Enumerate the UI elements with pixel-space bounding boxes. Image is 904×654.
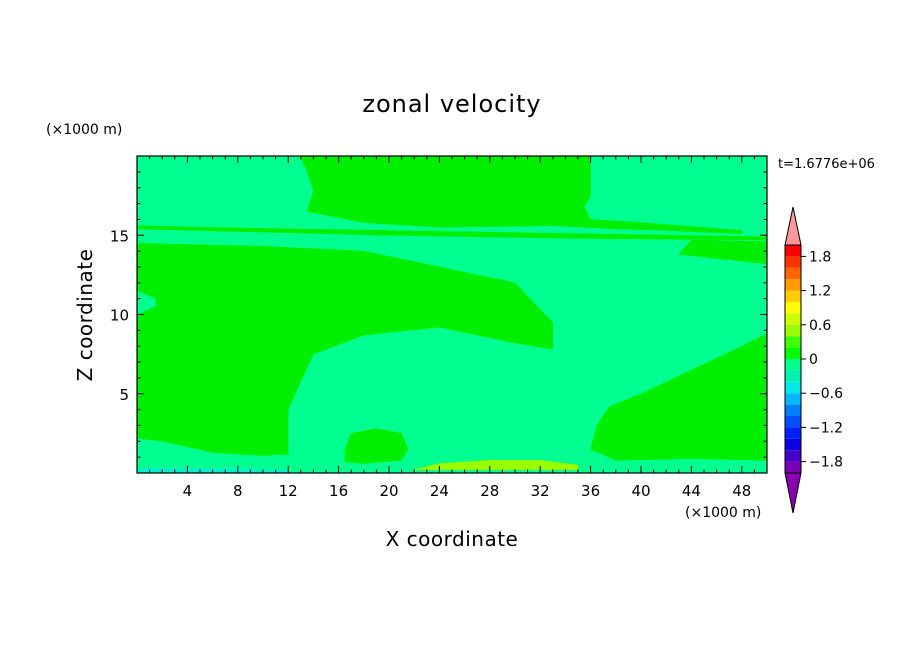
colorbar-swatch: [785, 336, 801, 348]
colorbar-swatch: [785, 393, 801, 405]
colorbar-swatch: [785, 313, 801, 325]
x-tick-label: 24: [430, 482, 449, 500]
colorbar-tick-label: 0: [809, 352, 818, 368]
x-tick-label: 20: [379, 482, 398, 500]
x-tick-label: 48: [732, 482, 751, 500]
y-tick-label: 15: [110, 227, 129, 245]
colorbar-tick-label: −1.2: [809, 420, 843, 436]
colorbar-swatch: [785, 347, 801, 359]
colorbar-over-arrow: [784, 206, 802, 246]
colorbar-tick-label: 1.2: [809, 284, 831, 300]
contour-region-2: [590, 333, 767, 461]
colorbar-swatch: [785, 427, 801, 439]
colorbar-swatch: [785, 256, 801, 268]
x-tick-label: 16: [329, 482, 348, 500]
x-tick-label: 28: [480, 482, 499, 500]
colorbar-swatch: [785, 404, 801, 416]
colorbar-swatch: [785, 438, 801, 451]
y-axis-label: Z coordinate: [73, 249, 97, 382]
contour-region-3: [344, 428, 409, 464]
colorbar-swatch: [785, 302, 801, 314]
colorbar-tick-label: 0.6: [809, 318, 831, 334]
contour-region-1: [137, 242, 554, 456]
colorbar: 1.8 1.2 0.6 0 −0.6 −1.2 −1.8: [784, 206, 843, 514]
x-tick-label: 12: [279, 482, 298, 500]
colorbar-swatch: [785, 245, 801, 257]
x-tick-label: 8: [233, 482, 243, 500]
time-label: t=1.6776e+06: [778, 157, 875, 172]
y-tick-label: 5: [119, 386, 129, 404]
colorbar-tick-label: 1.8: [809, 249, 831, 265]
colorbar-swatch: [785, 381, 801, 394]
colorbar-tick-label: −0.6: [809, 386, 843, 402]
x-unit-label: (×1000 m): [685, 505, 761, 521]
y-tick-label: 10: [110, 307, 129, 325]
contour-region-5: [137, 225, 767, 241]
colorbar-swatch: [785, 416, 801, 428]
chart-title: zonal velocity: [362, 90, 541, 118]
contour-region-4: [678, 239, 767, 265]
colorbar-swatch: [785, 279, 801, 291]
x-axis-label: X coordinate: [386, 527, 519, 551]
x-axis: 4 8 12 16 20 24 28 32 36 40 44 48: [149, 156, 755, 500]
colorbar-swatch: [785, 267, 801, 280]
colorbar-tick-label: −1.8: [809, 455, 843, 471]
x-tick-label: 40: [631, 482, 650, 500]
x-tick-label: 4: [183, 482, 193, 500]
colorbar-swatch: [785, 450, 801, 462]
colorbar-swatch: [785, 290, 801, 302]
colorbar-swatch: [785, 370, 801, 382]
colorbar-swatch: [785, 461, 801, 473]
colorbar-swatch: [785, 324, 801, 337]
contour-regions: [137, 156, 767, 473]
y-unit-label: (×1000 m): [46, 122, 122, 138]
contour-region-6: [300, 156, 743, 234]
colorbar-swatch: [785, 359, 801, 371]
colorbar-under-arrow: [784, 472, 802, 514]
y-axis: 5 10 15: [110, 171, 767, 458]
x-tick-label: 32: [531, 482, 550, 500]
x-tick-label: 44: [682, 482, 701, 500]
x-tick-label: 36: [581, 482, 600, 500]
